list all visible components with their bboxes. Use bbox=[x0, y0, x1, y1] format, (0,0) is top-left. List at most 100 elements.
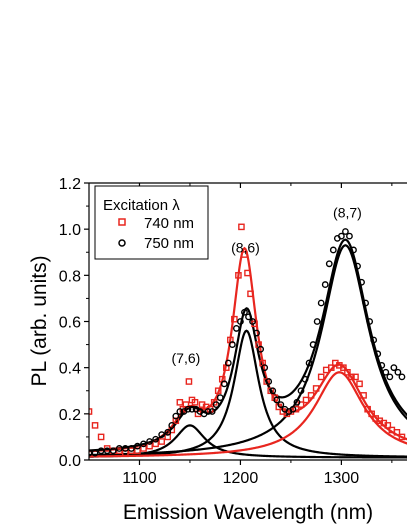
data-point-circle bbox=[370, 336, 378, 344]
y-axis-ticks: 0.0 0.2 0.4 0.6 0.8 1.0 1.2 bbox=[59, 176, 89, 470]
data-point-circle bbox=[228, 341, 236, 348]
data-point-square bbox=[307, 392, 315, 399]
data-point-circle bbox=[91, 449, 99, 457]
y-tick-label: 0.2 bbox=[59, 407, 81, 424]
legend-box bbox=[94, 185, 209, 260]
legend-entry-750nm: 750 nm bbox=[144, 235, 194, 252]
data-point-square bbox=[327, 364, 335, 371]
data-point-circle bbox=[374, 350, 382, 358]
data-point-square bbox=[214, 387, 222, 395]
data-point-circle bbox=[317, 299, 325, 307]
data-point-square bbox=[238, 223, 245, 231]
data-point-circle bbox=[301, 375, 309, 383]
data-point-circle bbox=[249, 318, 256, 325]
data-point-circle bbox=[398, 373, 406, 381]
y-tick-label: 0.4 bbox=[59, 361, 81, 378]
data-point-circle bbox=[354, 262, 361, 270]
data-point-square bbox=[384, 422, 392, 429]
data-point-circle bbox=[184, 405, 192, 413]
data-point-circle bbox=[188, 405, 196, 413]
data-point-circle bbox=[337, 232, 345, 240]
data-point-circle bbox=[269, 387, 277, 395]
data-point-circle bbox=[127, 445, 135, 452]
peak-label: (8,6) bbox=[231, 239, 260, 255]
data-markers bbox=[89, 223, 406, 457]
y-tick-label: 0.8 bbox=[59, 268, 81, 285]
data-point-circle bbox=[220, 380, 228, 388]
data-point-square bbox=[292, 405, 300, 413]
data-point-circle bbox=[224, 359, 232, 367]
data-point-square bbox=[128, 447, 135, 455]
data-point-circle bbox=[134, 442, 141, 450]
data-point-square bbox=[115, 447, 123, 455]
data-point-square bbox=[348, 373, 355, 381]
data-point-circle bbox=[305, 359, 313, 367]
y-tick-label: 0.0 bbox=[59, 453, 81, 470]
data-point-circle bbox=[313, 318, 321, 325]
data-point-circle bbox=[390, 364, 398, 372]
data-point-square bbox=[352, 373, 359, 381]
data-point-circle bbox=[386, 373, 394, 381]
legend: Excitation λ 740 nm 750 nm bbox=[94, 185, 209, 260]
data-point-square bbox=[158, 438, 165, 445]
data-point-circle bbox=[346, 232, 353, 240]
data-point-circle bbox=[164, 428, 172, 436]
data-point-circle bbox=[261, 364, 269, 372]
fit-curve bbox=[89, 238, 407, 452]
x-axis-ticks: 1100 1200 1300 bbox=[122, 183, 393, 487]
data-point-circle bbox=[241, 308, 248, 316]
data-point-square bbox=[312, 385, 320, 392]
x-tick-label: 1100 bbox=[122, 470, 157, 487]
data-point-circle bbox=[342, 228, 349, 235]
data-point-circle bbox=[309, 341, 317, 348]
data-point-circle bbox=[146, 438, 153, 445]
data-point-circle bbox=[293, 398, 301, 406]
data-point-square bbox=[364, 405, 371, 413]
y-axis-label: PL (arb. units) bbox=[28, 255, 51, 386]
data-point-circle bbox=[212, 401, 220, 408]
data-point-circle bbox=[289, 405, 297, 413]
data-point-square bbox=[247, 290, 254, 298]
data-point-square bbox=[344, 368, 351, 376]
data-point-circle bbox=[350, 246, 357, 254]
y-tick-label: 0.6 bbox=[59, 315, 81, 332]
data-point-circle bbox=[216, 394, 224, 402]
data-point-circle bbox=[382, 368, 390, 376]
data-point-circle bbox=[329, 246, 337, 254]
data-point-square bbox=[103, 445, 111, 452]
data-point-circle bbox=[273, 396, 281, 404]
data-point-square bbox=[393, 429, 401, 436]
data-point-circle bbox=[325, 260, 333, 268]
data-point-square bbox=[317, 373, 325, 381]
data-point-circle bbox=[297, 387, 305, 395]
data-point-square bbox=[302, 396, 310, 404]
data-point-square bbox=[368, 410, 375, 418]
fit-curves bbox=[89, 238, 407, 459]
data-point-square bbox=[231, 315, 238, 323]
data-point-circle bbox=[140, 440, 147, 448]
x-tick-label: 1200 bbox=[223, 470, 259, 487]
data-point-circle bbox=[277, 401, 285, 408]
x-axis-label: Emission Wavelength (nm) bbox=[123, 501, 373, 524]
data-point-square bbox=[241, 251, 248, 258]
data-point-circle bbox=[358, 278, 365, 286]
data-point-square bbox=[356, 380, 363, 388]
data-point-square bbox=[360, 392, 367, 399]
data-point-circle bbox=[176, 408, 184, 415]
data-point-circle bbox=[253, 329, 260, 337]
data-point-square bbox=[398, 433, 406, 441]
peak-label: (7,6) bbox=[172, 350, 201, 366]
y-tick-label: 1.2 bbox=[59, 176, 81, 193]
data-point-circle bbox=[152, 435, 160, 443]
data-point-square bbox=[91, 422, 99, 429]
data-point-circle bbox=[168, 421, 176, 429]
y-tick-label: 1.0 bbox=[59, 222, 81, 239]
legend-title: Excitation λ bbox=[103, 197, 180, 214]
data-point-square bbox=[176, 398, 184, 406]
data-point-circle bbox=[378, 361, 386, 369]
data-point-circle bbox=[237, 318, 244, 325]
data-point-square bbox=[340, 364, 347, 371]
legend-square-marker-icon bbox=[118, 218, 126, 226]
data-point-circle bbox=[366, 318, 374, 325]
